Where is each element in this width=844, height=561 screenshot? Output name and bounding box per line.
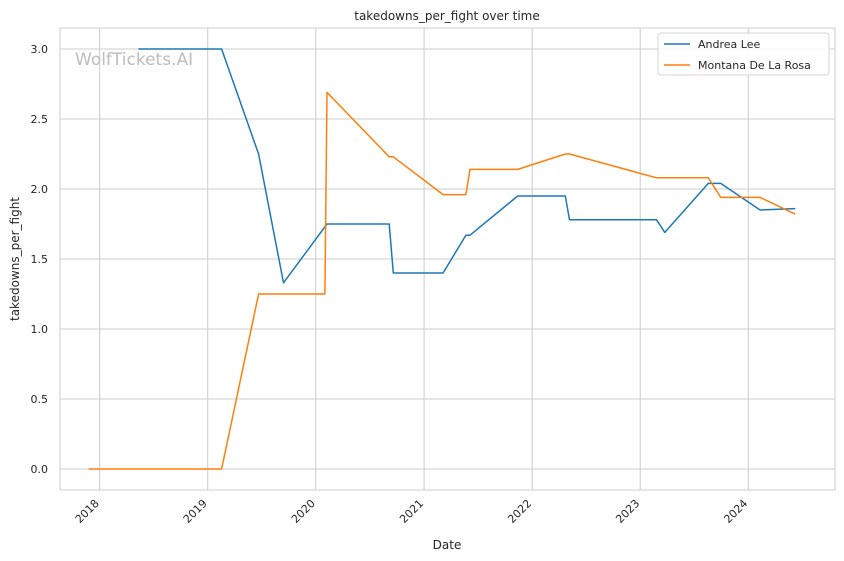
y-tick-label: 3.0: [31, 43, 49, 56]
y-tick-label: 1.0: [31, 323, 49, 336]
grid: [60, 28, 835, 490]
y-tick-label: 0.5: [31, 393, 49, 406]
x-ticks: 2018 2019 2020 2021 2022 2023 2024: [73, 497, 751, 526]
x-tick-label: 2022: [505, 497, 534, 526]
watermark: WolfTickets.AI: [75, 50, 193, 70]
y-tick-label: 2.0: [31, 183, 49, 196]
y-tick-label: 0.0: [31, 463, 49, 476]
y-tick-label: 2.5: [31, 113, 49, 126]
series-layer: [88, 48, 796, 470]
x-tick-label: 2020: [289, 497, 318, 526]
legend-box: [657, 32, 830, 76]
y-ticks: 0.0 0.5 1.0 1.5 2.0 2.5 3.0: [31, 43, 49, 476]
chart-title: takedowns_per_fight over time: [354, 9, 540, 23]
legend: Andrea Lee Montana De La Rosa: [657, 32, 830, 76]
y-axis-label: takedowns_per_fight: [8, 197, 22, 321]
x-tick-label: 2024: [721, 497, 750, 526]
legend-label: Montana De La Rosa: [698, 59, 811, 72]
x-tick-label: 2023: [613, 497, 642, 526]
x-tick-label: 2018: [73, 497, 102, 526]
x-tick-label: 2021: [397, 497, 426, 526]
series-line-0: [138, 48, 796, 284]
y-tick-label: 1.5: [31, 253, 49, 266]
x-axis-label: Date: [433, 538, 462, 552]
legend-label: Andrea Lee: [698, 38, 760, 51]
x-tick-label: 2019: [181, 497, 210, 526]
series-line-1: [88, 91, 796, 470]
plot-frame: [59, 27, 836, 491]
